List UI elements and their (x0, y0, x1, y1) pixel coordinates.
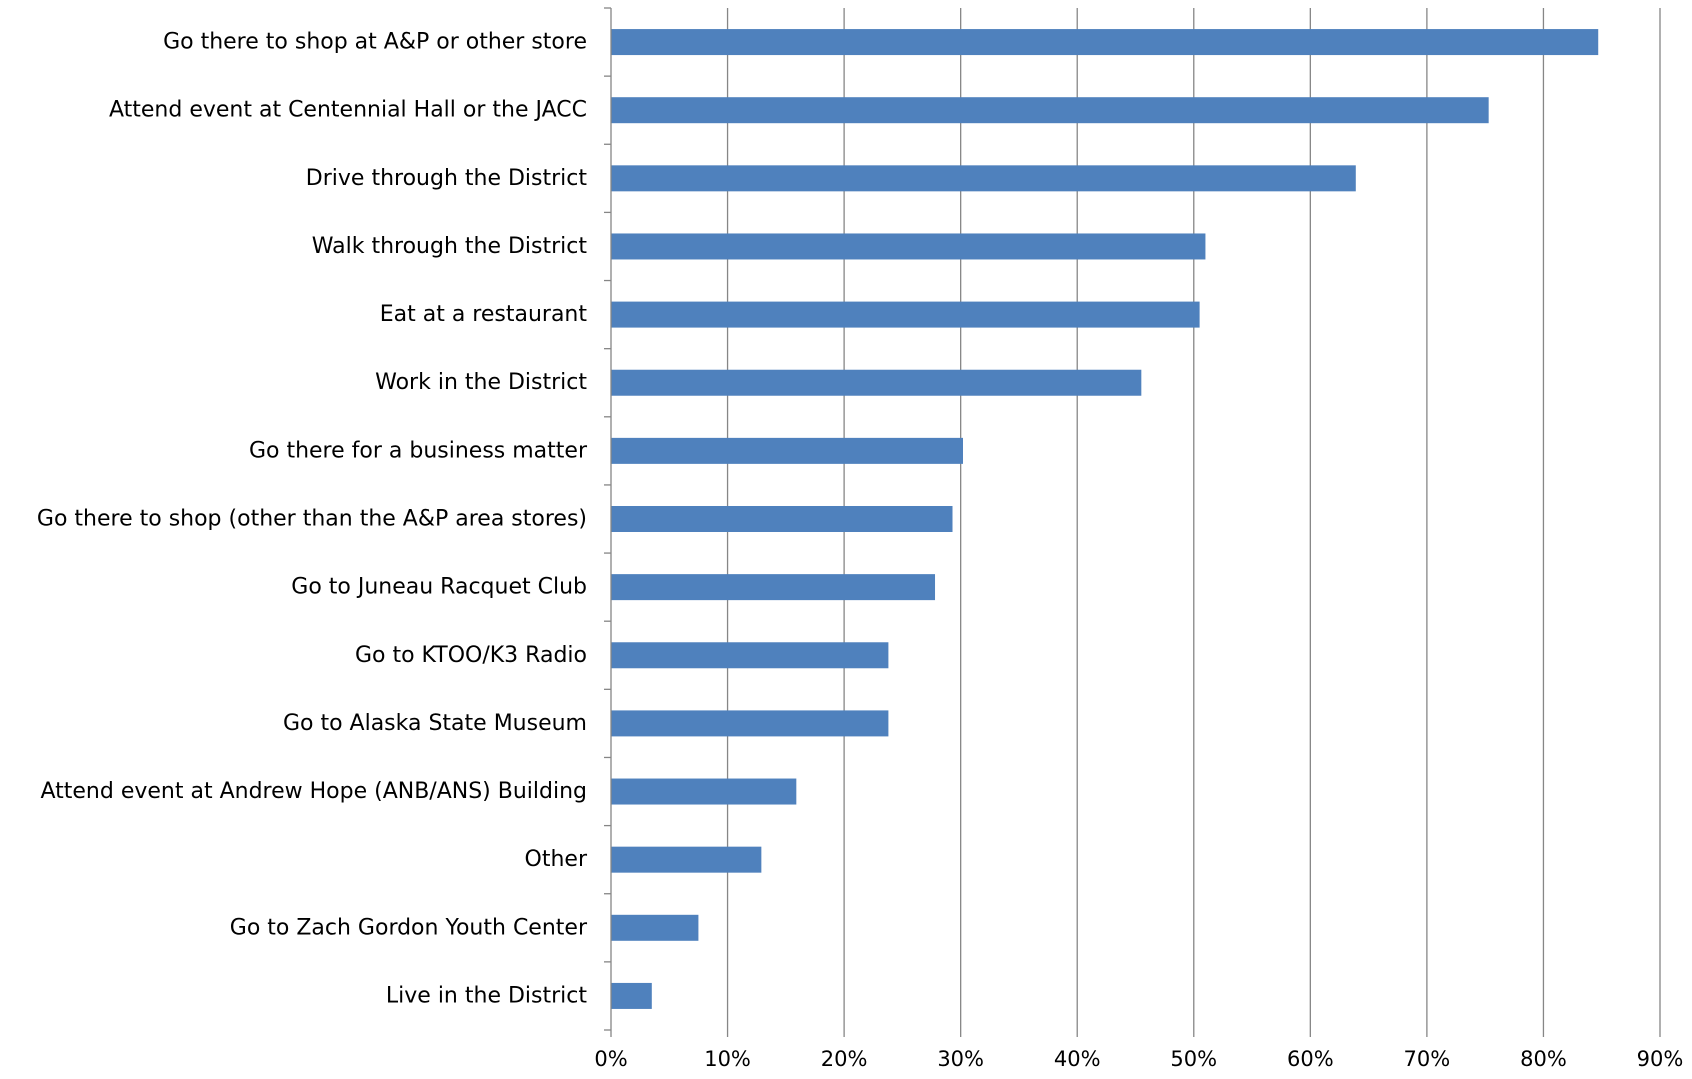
x-tick-label-3: 30% (937, 1047, 984, 1071)
x-tick-label-5: 50% (1170, 1047, 1217, 1071)
category-label-2: Drive through the District (306, 166, 588, 191)
bar-0 (611, 29, 1599, 56)
bar-12 (611, 846, 762, 873)
x-tick-label-4: 40% (1054, 1047, 1101, 1071)
bar-8 (611, 574, 936, 601)
bar-14 (611, 982, 652, 1009)
category-label-13: Go to Zach Gordon Youth Center (230, 915, 588, 940)
bar-10 (611, 710, 889, 737)
x-tick-label-2: 20% (821, 1047, 868, 1071)
bars (611, 29, 1599, 1009)
axes (604, 7, 1661, 1037)
category-label-8: Go to Juneau Racquet Club (291, 575, 587, 600)
category-label-11: Attend event at Andrew Hope (ANB/ANS) Bu… (40, 779, 587, 804)
bar-9 (611, 642, 889, 669)
category-labels: Go there to shop at A&P or other store At… (37, 30, 588, 1009)
category-label-10: Go to Alaska State Museum (283, 711, 587, 736)
category-label-14: Live in the District (386, 983, 587, 1008)
bar-7 (611, 506, 953, 532)
category-label-0: Go there to shop at A&P or other store (163, 30, 587, 55)
x-tick-labels: 0% 10% 20% 30% 40% 50% 60% 70% 80% 90% (594, 1047, 1683, 1071)
bar-3 (611, 233, 1206, 260)
bar-1 (611, 97, 1489, 124)
category-label-9: Go to KTOO/K3 Radio (355, 643, 587, 668)
bar-13 (611, 914, 699, 941)
x-tick-label-6: 60% (1287, 1047, 1334, 1071)
category-label-7: Go there to shop (other than the A&P are… (37, 507, 587, 532)
category-label-4: Eat at a restaurant (380, 302, 588, 327)
category-label-12: Other (525, 847, 588, 872)
x-tick-label-9: 90% (1637, 1047, 1684, 1071)
x-tick-label-0: 0% (594, 1047, 627, 1071)
x-tick-label-1: 10% (704, 1047, 751, 1071)
category-label-5: Work in the District (375, 370, 587, 395)
bar-2 (611, 165, 1356, 192)
bar-6 (611, 437, 963, 464)
category-label-3: Walk through the District (312, 234, 588, 259)
category-label-1: Attend event at Centennial Hall or the J… (109, 98, 587, 123)
bar-5 (611, 369, 1142, 396)
bar-11 (611, 778, 797, 805)
x-tick-label-7: 70% (1404, 1047, 1451, 1071)
bar-4 (611, 301, 1200, 328)
category-label-6: Go there for a business matter (249, 438, 588, 463)
x-tick-label-8: 80% (1520, 1047, 1567, 1071)
